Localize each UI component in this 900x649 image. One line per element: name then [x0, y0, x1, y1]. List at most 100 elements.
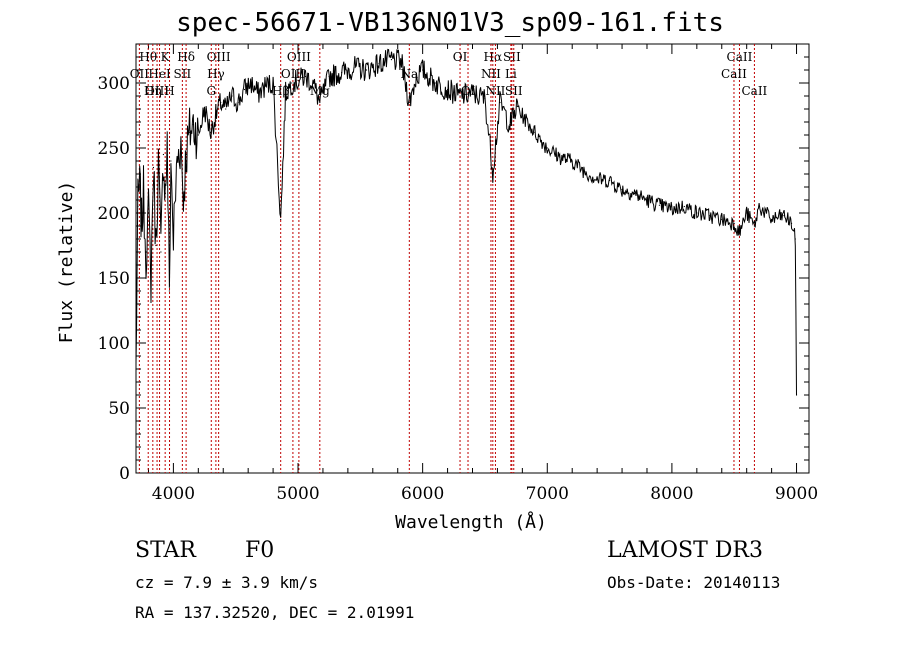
data-point: [135, 368, 137, 370]
redshift-value: cz = 7.9 ± 3.9 km/s: [135, 573, 319, 592]
spectrum-line: [135, 48, 797, 396]
data-point: [147, 212, 150, 214]
data-point: [182, 199, 184, 201]
data-point: [164, 192, 166, 195]
plot-frame: [135, 43, 810, 474]
data-point: [671, 208, 673, 210]
data-point: [145, 251, 147, 253]
data-point: [192, 124, 194, 126]
line-label: OIII: [287, 50, 311, 64]
data-point: [291, 82, 293, 84]
line-label: Li: [505, 67, 517, 81]
data-point: [304, 75, 307, 78]
x-axis-label: Wavelength (Å): [395, 511, 547, 533]
data-point: [733, 222, 735, 224]
obs-date: Obs-Date: 20140113: [607, 573, 781, 592]
line-label: SII: [505, 84, 523, 98]
x-tick-label: 5000: [276, 484, 319, 504]
data-point: [225, 108, 227, 110]
data-point: [166, 147, 168, 149]
data-point: [197, 134, 199, 136]
data-point: [170, 160, 172, 162]
data-point: [753, 225, 756, 227]
data-point: [231, 95, 233, 97]
line-label: Hη: [144, 84, 162, 98]
data-point: [142, 192, 145, 195]
data-point: [152, 166, 155, 169]
data-point: [155, 244, 157, 247]
data-point: [141, 225, 143, 227]
data-point: [446, 88, 449, 91]
y-tick-label: 200: [98, 204, 130, 224]
y-tick-label: 50: [108, 399, 130, 419]
data-point: [546, 147, 548, 149]
y-tick-label: 300: [98, 74, 130, 94]
data-point: [758, 205, 760, 208]
data-point: [795, 394, 798, 396]
data-point: [157, 160, 160, 162]
data-point: [608, 179, 611, 182]
data-point: [521, 114, 523, 117]
line-label: OIII: [207, 50, 231, 64]
data-point: [176, 160, 178, 162]
data-point: [237, 101, 239, 104]
data-point: [243, 88, 246, 91]
y-tick-label: 0: [119, 464, 130, 484]
data-point: [459, 95, 461, 97]
line-label: OIII: [145, 84, 169, 98]
data-point: [499, 101, 501, 104]
survey-name: LAMOST DR3: [607, 538, 763, 563]
data-point: [746, 212, 748, 214]
data-point: [633, 192, 636, 195]
axes: 4000 5000 6000 7000 8000 9000 0 50 100 150 200 250 3…: [98, 43, 818, 504]
data-point: [319, 101, 321, 104]
data-point: [172, 238, 174, 240]
data-point: [139, 186, 141, 188]
y-axis-label: Flux (relative): [56, 181, 77, 344]
data-point: [509, 124, 511, 126]
line-label: CaII: [727, 50, 753, 64]
data-point: [168, 290, 171, 292]
data-point: [584, 170, 586, 172]
data-point: [312, 82, 314, 84]
data-point: [341, 72, 343, 74]
data-point: [328, 75, 330, 78]
data-point: [783, 215, 785, 217]
x-tick-label: 4000: [152, 484, 195, 504]
line-label: Hδ: [177, 50, 195, 64]
data-point: [738, 231, 741, 234]
object-class: STAR: [135, 538, 196, 563]
line-label: CaII: [721, 67, 747, 81]
data-point: [365, 69, 368, 71]
data-point: [160, 251, 162, 253]
y-tick-label: 100: [98, 334, 130, 354]
ra-dec: RA = 137.32520, DEC = 2.01991: [135, 603, 415, 622]
data-point: [220, 101, 222, 104]
data-point: [150, 277, 152, 279]
data-point: [265, 85, 267, 87]
data-point: [794, 238, 796, 240]
line-label: H: [164, 84, 174, 98]
line-label: K: [161, 50, 171, 64]
data-point: [180, 140, 182, 143]
data-point: [162, 153, 165, 156]
y-tick-label: 150: [98, 269, 130, 289]
data-point: [257, 92, 259, 94]
y-tick-label: 250: [98, 139, 130, 159]
line-label: CaII: [741, 84, 767, 98]
line-label: OII: [130, 67, 150, 81]
data-point: [790, 222, 793, 224]
data-point: [378, 62, 380, 65]
series-group: [135, 48, 798, 396]
data-point: [210, 131, 212, 133]
line-label: Hθ: [139, 50, 157, 64]
data-point: [215, 114, 217, 117]
line-label: SII: [174, 67, 192, 81]
line-label: G: [206, 84, 216, 98]
data-point: [415, 75, 418, 78]
object-subclass: F0: [245, 538, 275, 563]
data-point: [353, 66, 355, 68]
data-point: [280, 218, 282, 221]
x-tick-label: 8000: [650, 484, 693, 504]
